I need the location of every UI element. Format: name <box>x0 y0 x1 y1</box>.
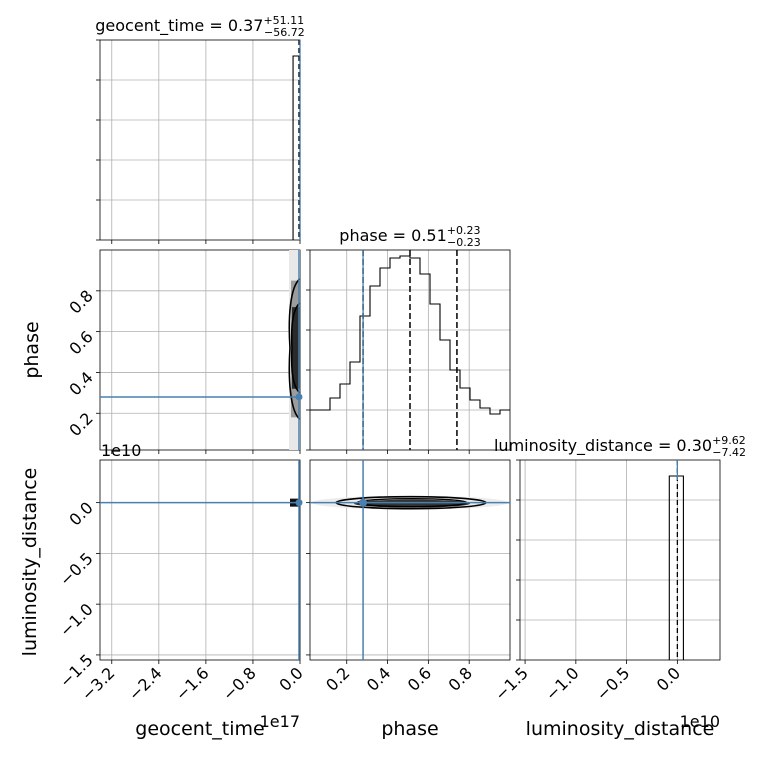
panel-phase-vs-geocent-ytick-label-2: 0.6 <box>65 327 96 358</box>
phase-geocent-contour-outer <box>288 277 301 421</box>
panel-dist-hist-yticks <box>516 459 520 661</box>
panel-dist-hist-xticks <box>524 660 678 664</box>
panel-phase-hist-xticks <box>346 450 470 454</box>
geocent-time-x-offset-label: 1e17 <box>260 712 300 731</box>
y-axis-label-luminosity-distance: luminosity_distance <box>19 468 41 657</box>
panel-geocent-time-hist-xticks <box>111 240 301 244</box>
x-axis-label-phase: phase <box>381 718 438 740</box>
panel-geocent-time-hist-ygrid <box>100 79 300 201</box>
luminosity-distance-y-offset-label: 1e10 <box>101 441 141 460</box>
panel-phase-vs-geocent-frame <box>99 249 301 451</box>
title-phase: phase = 0.51+0.23 −0.23 <box>339 224 480 249</box>
panel-phase-vs-geocent-ytick-label-1: 0.4 <box>65 368 96 399</box>
panel-dist-vs-geocent-xtick-label-2: −1.6 <box>172 663 213 704</box>
panel-dist-hist-xtick-label-2: −0.5 <box>593 663 634 704</box>
dist-hist-bar-0 <box>668 475 684 660</box>
y-axis-label-phase: phase <box>21 321 43 378</box>
panel-dist-vs-phase-xticks <box>346 660 470 664</box>
panel-dist-vs-geocent-yticks <box>96 502 100 656</box>
panel-dist-hist-xtick-label-3: 0.0 <box>653 663 684 694</box>
panel-dist-vs-geocent-ytick-label-1: −1.0 <box>56 600 97 641</box>
panel-dist-vs-phase-xtick-label-0: 0.2 <box>322 663 353 694</box>
panel-phase-vs-geocent-ytick-label-3: 0.8 <box>65 286 96 317</box>
panel-dist-vs-geocent-ytick-label-2: −0.5 <box>56 549 97 590</box>
panel-dist-vs-geocent-frame <box>99 459 301 661</box>
panel-phase-hist-yticks <box>306 249 310 451</box>
dist-phase-truth-marker <box>359 498 368 507</box>
title-luminosity-distance: luminosity_distance = 0.30+9.62 −7.42 <box>494 434 746 459</box>
panel-dist-vs-phase-ygrid <box>310 502 510 656</box>
panel-dist-vs-phase-yticks <box>306 502 310 656</box>
panel-phase-vs-geocent-ytick-label-0: 0.2 <box>65 409 96 440</box>
panel-dist-vs-geocent-xtick-label-1: −2.4 <box>125 663 166 704</box>
panel-dist-hist-xtick-label-0: −1.5 <box>491 663 532 704</box>
panel-dist-hist-frame <box>519 459 721 661</box>
panel-dist-vs-phase-xtick-label-1: 0.4 <box>363 663 394 694</box>
panel-dist-vs-geocent-xticks <box>111 660 301 664</box>
panel-dist-vs-geocent-xtick-label-3: −0.8 <box>219 663 260 704</box>
panel-dist-vs-phase-xgrid <box>346 460 470 660</box>
panel-dist-vs-geocent-ytick-label-3: 0.0 <box>65 498 96 529</box>
phase-geocent-density-core <box>292 307 300 389</box>
phase-hist-steps <box>310 255 510 415</box>
panel-phase-hist-xgrid <box>346 250 470 450</box>
dist-geocent-truth-marker <box>295 499 303 507</box>
panel-dist-vs-phase-xtick-label-2: 0.6 <box>404 663 435 694</box>
x-axis-label-luminosity-distance: luminosity_distance <box>526 718 715 740</box>
panel-phase-vs-geocent-xticks <box>111 450 301 454</box>
panel-dist-vs-phase-xtick-label-3: 0.8 <box>445 663 476 694</box>
panel-geocent-time-hist-frame <box>99 39 301 241</box>
panel-geocent-time-hist-xgrid <box>111 40 301 240</box>
panel-phase-vs-geocent-ygrid <box>100 290 300 414</box>
panel-dist-vs-geocent-xtick-label-4: 0.0 <box>275 663 306 694</box>
phase-geocent-contour-inner <box>290 302 301 394</box>
luminosity-distance-x-offset-label: 1e10 <box>680 712 720 731</box>
panel-phase-vs-geocent-xgrid <box>111 250 301 450</box>
panel-dist-vs-geocent-xgrid <box>111 460 301 660</box>
panel-geocent-time-hist-yticks <box>96 39 100 241</box>
panel-dist-hist-ygrid <box>520 499 720 621</box>
panel-dist-vs-geocent-ygrid <box>100 502 300 656</box>
panel-dist-vs-phase-frame <box>309 459 511 661</box>
title-geocent-time: geocent_time = 0.37+51.11 −56.72 <box>95 14 304 39</box>
panel-dist-hist-xtick-label-1: −1.0 <box>542 663 583 704</box>
panel-dist-hist-xgrid <box>524 460 678 660</box>
x-axis-label-geocent-time: geocent_time <box>135 718 264 740</box>
panel-phase-vs-geocent-yticks <box>96 290 100 414</box>
phase-geocent-truth-marker <box>295 393 303 401</box>
